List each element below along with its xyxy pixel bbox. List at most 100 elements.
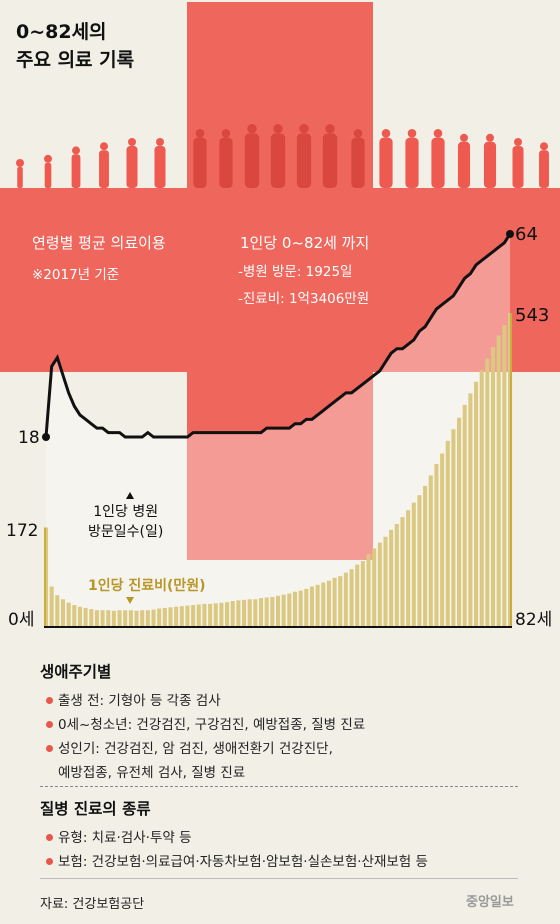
cost-bars xyxy=(43,313,513,627)
person-silhouette-body xyxy=(17,167,23,188)
person-silhouette-body xyxy=(457,141,471,188)
publisher-logo: 중앙일보 xyxy=(466,895,514,910)
info-basis: ※2017년 기준 xyxy=(32,267,120,283)
person-silhouette-head xyxy=(460,133,468,142)
cost-bar xyxy=(349,569,354,627)
cost-bar xyxy=(490,347,496,627)
lifecycle-item: 0세~청소년: 건강검진, 구강검진, 예방접종, 질병 진료 xyxy=(46,713,365,733)
cost-bar xyxy=(264,597,269,627)
person-silhouette-body xyxy=(193,137,207,188)
cost-bar xyxy=(225,602,230,627)
person-silhouette-head xyxy=(353,128,363,138)
cost-bar xyxy=(140,610,145,627)
bullet-icon xyxy=(46,857,53,865)
cost-bar xyxy=(213,603,218,627)
person-silhouette-head xyxy=(100,142,108,151)
cost-bar xyxy=(304,588,309,627)
cost-bar xyxy=(89,609,94,627)
x-end-label: 82세 xyxy=(515,610,553,630)
visits-annotation: 1인당 병원 방문일수(일) xyxy=(88,504,164,540)
cost-bar xyxy=(355,564,360,627)
cost-bar xyxy=(417,495,422,627)
visits-start-label: 18 xyxy=(18,428,40,448)
disease-item: 유형: 치료·검사·투약 등 xyxy=(46,826,192,846)
cost-bar xyxy=(445,440,450,627)
person-silhouette-body xyxy=(539,150,549,188)
cost-bar xyxy=(343,572,348,627)
cost-bar xyxy=(43,527,49,627)
bullet-icon xyxy=(46,720,53,728)
cost-bar xyxy=(66,602,71,627)
cost-bar xyxy=(394,524,399,627)
cost-bar xyxy=(111,610,116,627)
person-silhouette-head xyxy=(299,124,309,134)
summary-visits: -병원 방문: 1925일 xyxy=(238,264,353,280)
cost-bar xyxy=(389,529,394,627)
cost-annotation: 1인당 진료비(만원) xyxy=(88,578,206,594)
cost-bar xyxy=(326,580,331,627)
person-silhouette-body xyxy=(296,133,312,188)
person-silhouette-head xyxy=(195,128,205,138)
cost-bar xyxy=(230,600,235,627)
cost-bar xyxy=(202,603,207,627)
person-silhouette-body xyxy=(44,162,52,188)
cost-bar xyxy=(372,548,377,627)
cost-bar xyxy=(196,604,201,627)
cost-bar xyxy=(377,542,382,627)
cost-bar xyxy=(275,595,281,627)
cost-bar xyxy=(191,605,196,627)
cost-bar xyxy=(366,554,371,627)
person-silhouette-head xyxy=(381,128,391,138)
cost-bar xyxy=(123,610,128,627)
page-title: 0~82세의 주요 의료 기록 xyxy=(16,21,135,71)
bullet-icon xyxy=(46,833,53,841)
cost-bar xyxy=(315,584,320,627)
cost-bar xyxy=(496,335,501,627)
cost-bar xyxy=(479,370,484,627)
lifecycle-item-continued: 예방접종, 유전체 검사, 질병 진료 xyxy=(58,765,246,781)
person-silhouette-body xyxy=(244,133,260,188)
cost-bar xyxy=(242,599,247,627)
cost-bar xyxy=(281,594,286,627)
person-silhouette-head xyxy=(540,142,548,151)
visits-end-dot xyxy=(506,230,514,238)
cost-bar xyxy=(168,607,173,627)
cost-bar xyxy=(100,610,105,627)
cost-bar xyxy=(383,536,388,627)
cost-bar xyxy=(485,358,490,627)
bullet-icon xyxy=(46,744,53,752)
cost-bar xyxy=(162,607,167,627)
cost-bar xyxy=(400,517,405,627)
cost-bar xyxy=(77,606,82,627)
cost-bar xyxy=(451,429,456,627)
person-silhouette-head xyxy=(486,133,494,142)
visits-area-fill xyxy=(46,234,510,627)
person-silhouette-body xyxy=(219,137,233,188)
footer-divider xyxy=(40,878,518,880)
cost-bar xyxy=(145,610,150,627)
cost-bar xyxy=(83,607,88,627)
cost-bar xyxy=(179,606,184,627)
cost-bar xyxy=(309,586,314,627)
cost-bar xyxy=(208,603,213,627)
cost-bar xyxy=(474,381,479,627)
cost-bar xyxy=(332,577,337,627)
cost-bar xyxy=(462,404,467,627)
person-silhouette-body xyxy=(126,146,138,188)
bullet-icon xyxy=(46,696,53,704)
cost-bar xyxy=(360,561,365,627)
cost-bar xyxy=(434,463,439,627)
person-silhouette-head xyxy=(44,154,52,163)
person-silhouette-body xyxy=(99,150,109,188)
person-silhouette-body xyxy=(71,154,81,188)
age-silhouettes-illustration xyxy=(16,124,549,188)
cost-bar xyxy=(174,606,179,627)
info-heading: 연령별 평균 의료이용 xyxy=(32,234,166,252)
summary-cost: -진료비: 1억3406만원 xyxy=(238,291,370,307)
cost-bar xyxy=(247,599,252,627)
person-silhouette-body xyxy=(405,137,419,188)
lifecycle-title: 생애주기별 xyxy=(40,663,112,681)
cost-bar xyxy=(411,502,416,627)
cost-bar xyxy=(406,510,411,627)
cost-bar xyxy=(117,610,122,627)
